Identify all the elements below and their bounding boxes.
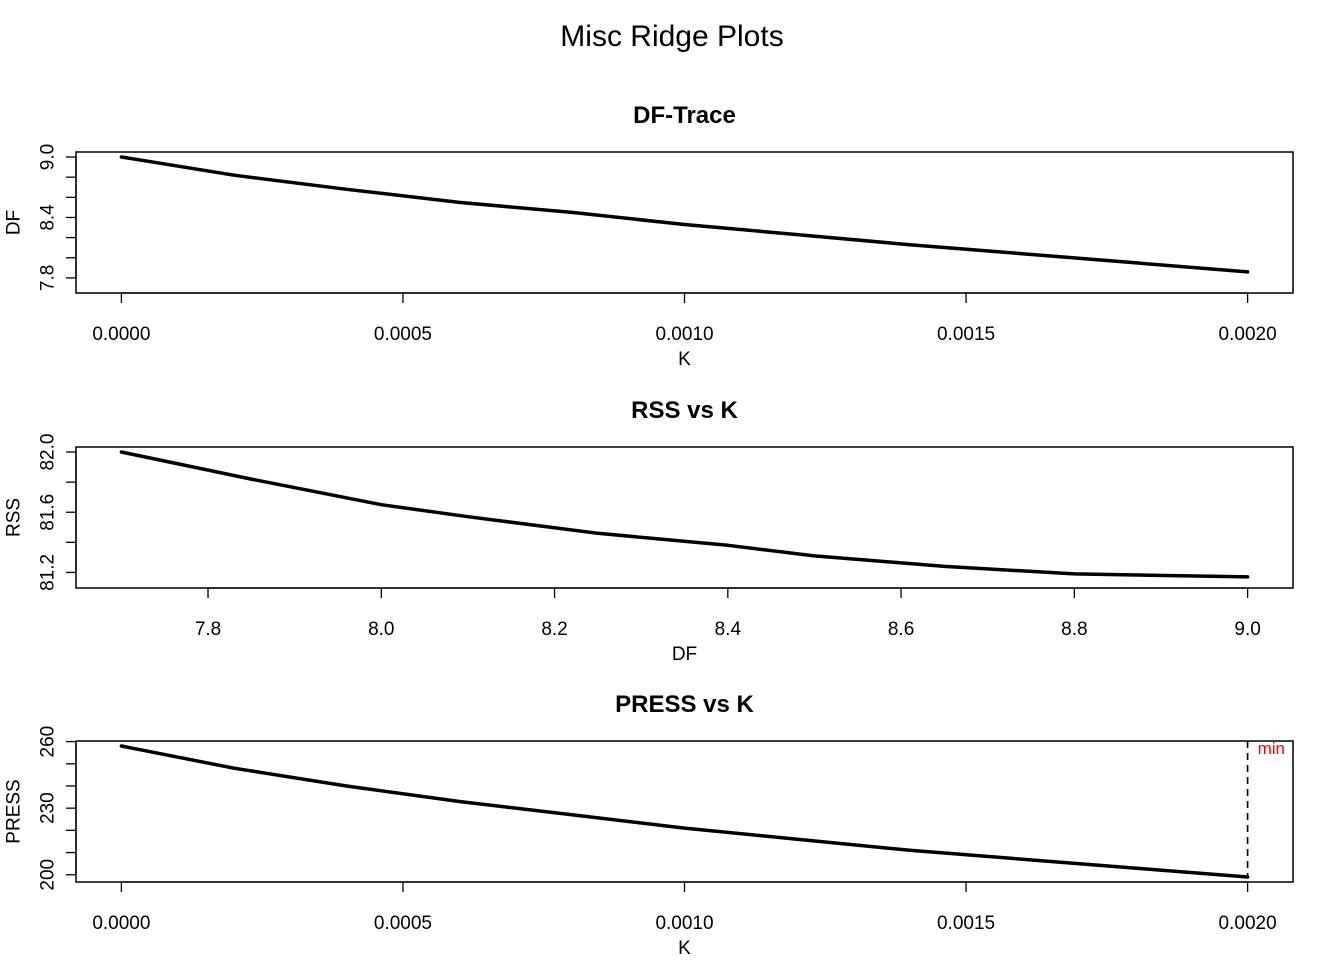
df-trace-y-tick-label: 7.8	[38, 265, 59, 291]
rss-vs-k-y-axis-label: RSS	[4, 498, 25, 537]
figure-title: Misc Ridge Plots	[560, 20, 783, 53]
press-vs-k-x-tick-label: 0.0005	[374, 913, 432, 934]
press-vs-k-x-tick-label: 0.0015	[937, 913, 995, 934]
rss-vs-k-y-tick-label: 82.0	[38, 434, 59, 471]
rss-vs-k-y-tick-label: 81.6	[38, 494, 59, 531]
press-vs-k-y-axis-label: PRESS	[4, 779, 25, 843]
press-vs-k-x-axis-label: K	[678, 938, 691, 959]
df-trace-x-tick-label: 0.0005	[374, 324, 432, 345]
rss-vs-k-x-tick-label: 8.4	[715, 619, 742, 640]
rss-vs-k-x-tick-label: 8.0	[368, 619, 394, 640]
rss-vs-k-x-tick-label: 7.8	[195, 619, 221, 640]
rss-vs-k-y-axis: 81.2 81.6 82.0 RSS	[4, 434, 77, 591]
df-trace-y-axis: 7.8 8.4 9.0 DF	[4, 144, 77, 291]
df-trace-panel: DF-Trace 0.0000 0.0005 0.0010 0.0015 0.0020 K 7…	[4, 102, 1294, 370]
df-trace-x-axis-label: K	[678, 349, 691, 370]
press-vs-k-title: PRESS vs K	[615, 691, 754, 718]
rss-vs-k-frame	[75, 446, 1294, 589]
press-vs-k-frame	[75, 740, 1294, 883]
press-vs-k-x-tick-label: 0.0000	[92, 913, 150, 934]
rss-vs-k-x-tick-label: 8.8	[1061, 619, 1087, 640]
rss-vs-k-series-line	[119, 450, 1250, 579]
df-trace-x-tick-label: 0.0010	[655, 324, 713, 345]
df-trace-y-tick-label: 9.0	[38, 144, 59, 170]
df-trace-x-tick-label: 0.0000	[92, 324, 150, 345]
rss-vs-k-x-axis: 7.8 8.0 8.2 8.4 8.6 8.8 9.0 DF	[195, 587, 1261, 665]
rss-vs-k-panel: RSS vs K7.8 8.0 8.2 8.4 8.6 8.8 9.0DF81.281.68…	[4, 397, 1294, 665]
df-trace-frame	[75, 151, 1294, 294]
press-vs-k-y-tick-label: 260	[38, 726, 59, 758]
press-vs-k-y-tick-label: 200	[38, 859, 59, 891]
df-trace-x-tick-label: 0.0020	[1219, 324, 1277, 345]
press-vs-k-y-tick-label: 230	[38, 792, 59, 824]
df-trace-y-axis-label: DF	[4, 210, 25, 235]
chart-panels: DF-Trace 0.0000 0.0005 0.0010 0.0015 0.0020 K 7…	[4, 102, 1294, 959]
press-vs-k-x-tick-label: 0.0020	[1219, 913, 1277, 934]
rss-vs-k-title: RSS vs K	[631, 397, 738, 424]
df-trace-series-line	[119, 155, 1250, 274]
rss-vs-k-x-axis-label: DF	[672, 644, 697, 665]
rss-vs-k-x-tick-label: 8.2	[541, 619, 567, 640]
df-trace-x-tick-label: 0.0015	[937, 324, 995, 345]
df-trace-y-tick-label: 8.4	[38, 204, 59, 231]
df-trace-title: DF-Trace	[633, 102, 736, 129]
rss-vs-k-x-tick-label: 9.0	[1234, 619, 1260, 640]
press-vs-k-min-annotation: min	[1258, 739, 1285, 758]
press-vs-k-x-axis: 0.0000 0.0005 0.0010 0.0015 0.0020 K	[92, 881, 1277, 959]
rss-vs-k-x-tick-label: 8.6	[888, 619, 914, 640]
press-vs-k-series-line	[119, 744, 1250, 879]
rss-vs-k-y-tick-label: 81.2	[38, 554, 59, 591]
df-trace-x-axis: 0.0000 0.0005 0.0010 0.0015 0.0020 K	[92, 292, 1277, 370]
press-vs-k-panel: PRESS vs K 0.0000 0.0005 0.0010 0.0015 0.0020…	[4, 691, 1294, 959]
press-vs-k-y-axis: 200 230 260 PRESS	[4, 726, 77, 891]
press-vs-k-x-tick-label: 0.0010	[655, 913, 713, 934]
